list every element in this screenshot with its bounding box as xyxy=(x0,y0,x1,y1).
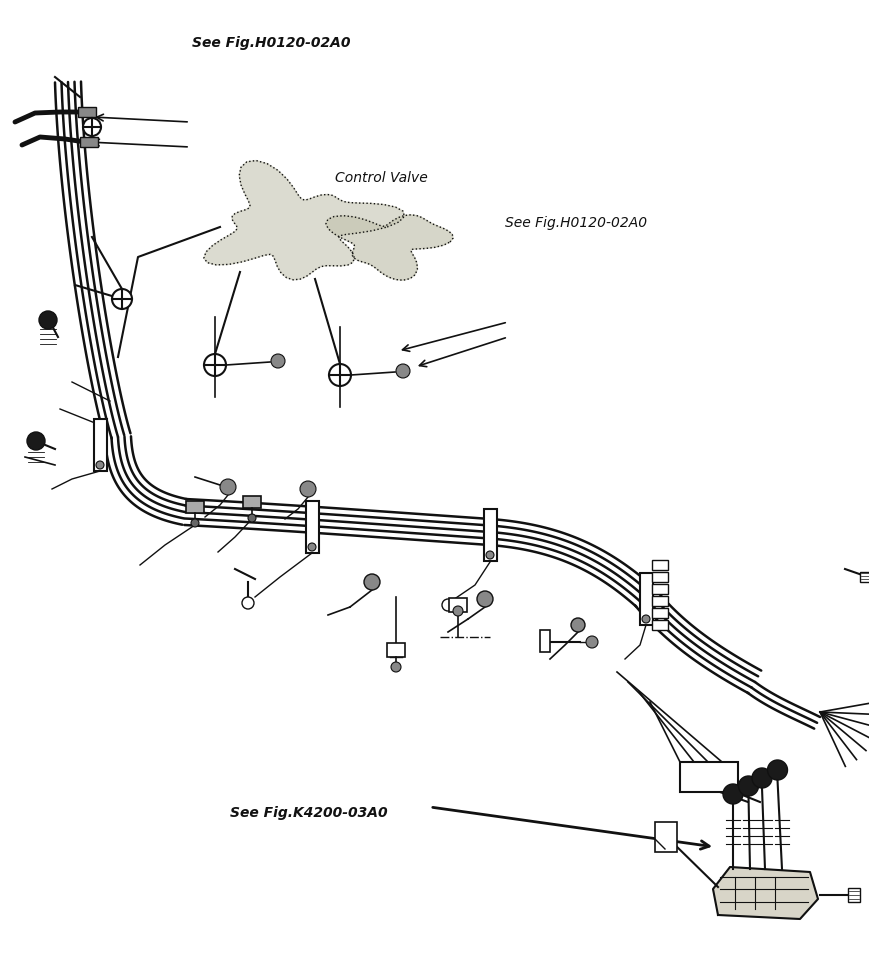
Circle shape xyxy=(642,615,650,623)
Circle shape xyxy=(767,760,787,780)
Bar xyxy=(387,643,405,657)
Bar xyxy=(243,496,261,508)
Bar xyxy=(306,501,319,553)
Bar xyxy=(449,598,467,612)
Circle shape xyxy=(586,636,598,648)
Bar xyxy=(652,608,668,618)
Circle shape xyxy=(83,118,101,136)
Circle shape xyxy=(477,591,493,607)
Bar xyxy=(848,888,860,902)
Bar xyxy=(652,584,668,594)
Bar xyxy=(186,501,204,513)
Circle shape xyxy=(752,768,772,788)
Circle shape xyxy=(442,599,454,611)
Bar xyxy=(655,822,677,852)
Bar xyxy=(540,630,550,652)
Circle shape xyxy=(453,606,463,616)
Polygon shape xyxy=(326,214,453,280)
Polygon shape xyxy=(713,867,818,919)
Circle shape xyxy=(739,776,759,796)
Circle shape xyxy=(112,289,132,309)
Circle shape xyxy=(39,311,57,329)
Circle shape xyxy=(723,784,743,804)
Polygon shape xyxy=(204,161,404,279)
Circle shape xyxy=(308,543,316,551)
Bar xyxy=(78,107,96,117)
Circle shape xyxy=(391,662,401,672)
Circle shape xyxy=(27,432,45,450)
Circle shape xyxy=(300,481,316,497)
Circle shape xyxy=(486,551,494,559)
Text: See Fig.H0120-02A0: See Fig.H0120-02A0 xyxy=(505,216,647,230)
Circle shape xyxy=(191,519,199,527)
Text: See Fig.K4200-03A0: See Fig.K4200-03A0 xyxy=(230,806,388,820)
Circle shape xyxy=(364,574,380,590)
Bar xyxy=(652,572,668,582)
Circle shape xyxy=(242,597,254,609)
Circle shape xyxy=(204,354,226,376)
Bar xyxy=(652,596,668,606)
Bar xyxy=(94,419,107,471)
Circle shape xyxy=(248,514,256,522)
Bar xyxy=(640,573,653,625)
Bar xyxy=(80,137,98,147)
Bar xyxy=(860,572,869,582)
Bar xyxy=(652,560,668,570)
Bar xyxy=(652,620,668,630)
Circle shape xyxy=(220,479,236,495)
Circle shape xyxy=(571,618,585,632)
Circle shape xyxy=(96,461,104,469)
Bar xyxy=(484,509,497,561)
Circle shape xyxy=(396,364,410,378)
Text: Control Valve: Control Valve xyxy=(335,171,428,185)
Circle shape xyxy=(271,354,285,368)
Circle shape xyxy=(329,364,351,386)
Bar xyxy=(680,762,738,792)
Text: See Fig.H0120-02A0: See Fig.H0120-02A0 xyxy=(192,36,350,50)
